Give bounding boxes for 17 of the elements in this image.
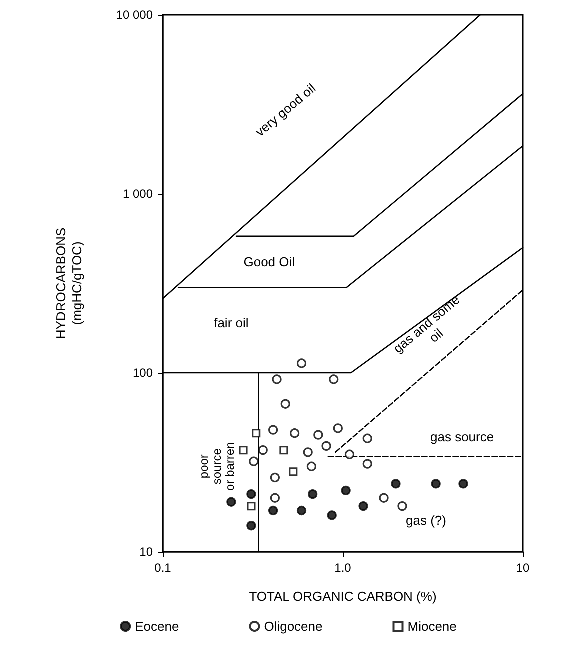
legend-label: Eocene (135, 619, 180, 634)
x-tick-label: 1.0 (334, 561, 352, 575)
y-tick-label: 10 000 (116, 8, 154, 22)
annotation: gas (?) (406, 512, 446, 528)
x-tick-label: 0.1 (154, 561, 172, 575)
legend-label: Oligocene (264, 619, 323, 634)
y-tick-label: 1 000 (122, 187, 154, 201)
y-tick-label: 10 (140, 545, 154, 559)
annotation: Good Oil (244, 254, 296, 270)
x-axis-title: TOTAL ORGANIC CARBON (%) (249, 589, 437, 604)
y-axis-title: HYDROCARBONS (mgHC/gTOC) (54, 228, 84, 340)
legend-label: Miocene (408, 619, 457, 634)
annotation: fair oil (214, 316, 249, 331)
annotation: gas source (430, 429, 494, 444)
x-tick-label: 10 (516, 561, 530, 575)
annotation: poor source or barren (197, 442, 238, 491)
y-tick-label: 100 (132, 366, 154, 380)
